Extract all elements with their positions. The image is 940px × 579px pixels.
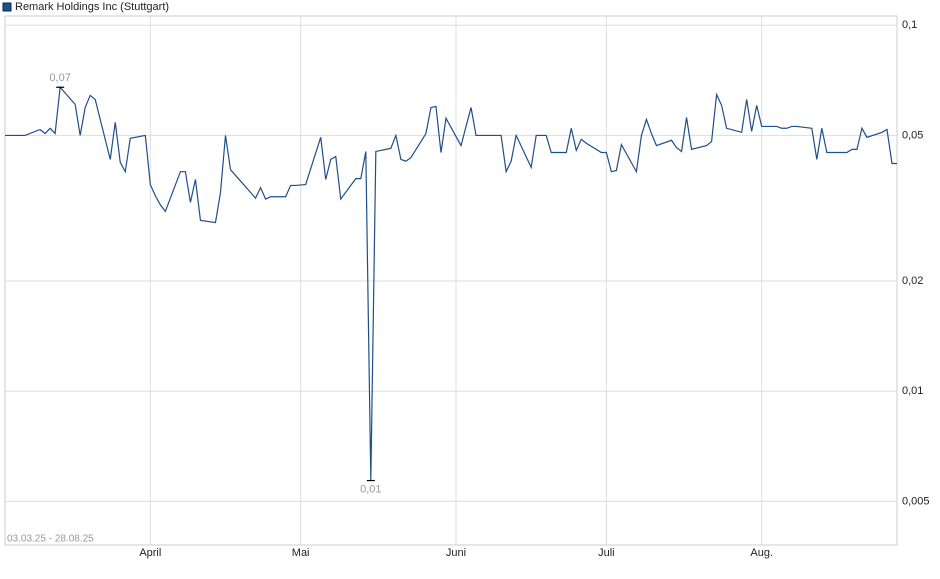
- y-tick-label: 0,05: [902, 129, 923, 141]
- x-tick-label: Juli: [598, 547, 615, 559]
- price-line: [5, 85, 897, 481]
- date-range: 03.03.25 - 28.08.25: [7, 534, 94, 545]
- y-tick-label: 0,02: [902, 275, 923, 287]
- y-tick-label: 0,01: [902, 385, 923, 397]
- plot-frame: [4, 15, 898, 546]
- x-tick-label: Mai: [292, 547, 310, 559]
- x-tick-label: Juni: [446, 547, 466, 559]
- annotation-label: 0,01: [360, 483, 381, 495]
- x-tick-label: April: [139, 547, 161, 559]
- y-tick-label: 0,1: [902, 19, 917, 31]
- annotation-label: 0,07: [49, 72, 70, 84]
- chart-title: Remark Holdings Inc (Stuttgart): [15, 1, 169, 13]
- x-tick-label: Aug.: [750, 547, 773, 559]
- y-tick-label: 0,005: [902, 495, 930, 507]
- legend-swatch: [2, 2, 12, 12]
